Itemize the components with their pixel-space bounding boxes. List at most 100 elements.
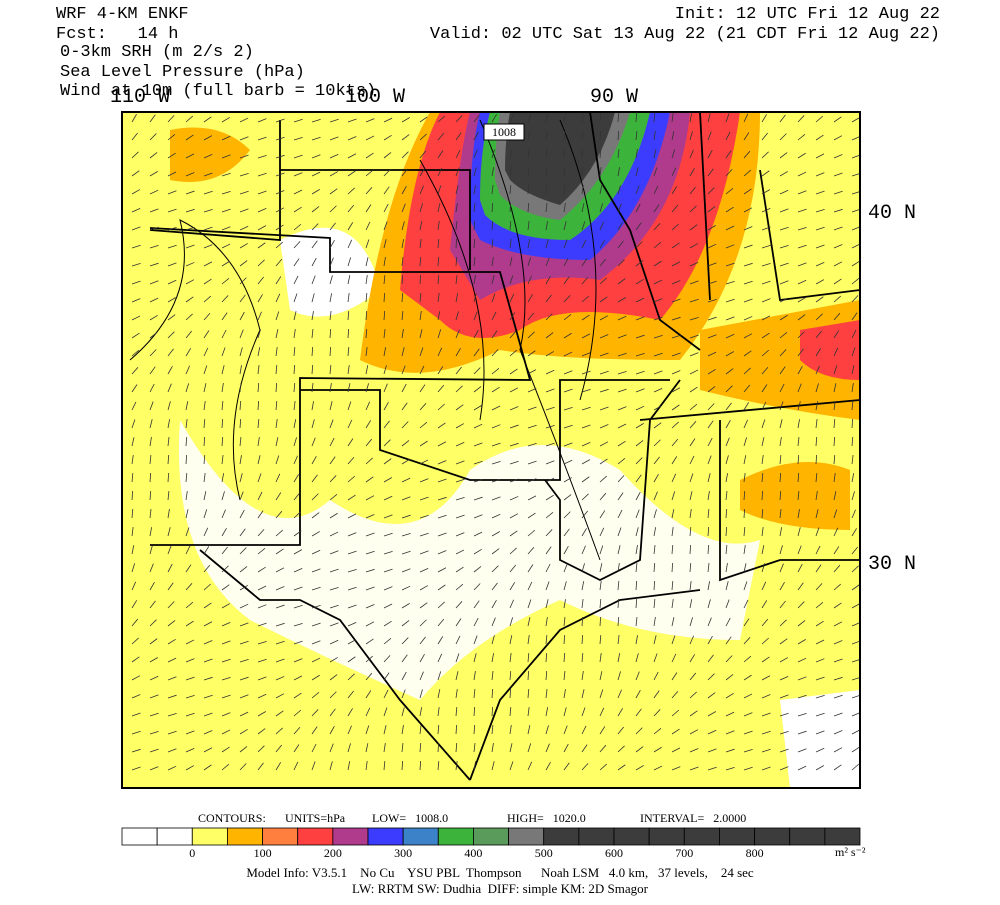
wind-barb (671, 527, 674, 537)
wind-barb (797, 563, 803, 573)
wind-barb (149, 419, 153, 429)
wind-barb (167, 545, 172, 555)
wind-barb (707, 206, 716, 213)
wind-barb (797, 657, 807, 663)
wind-barb (761, 600, 768, 609)
wind-barb (671, 456, 678, 465)
wind-barb (347, 708, 353, 717)
wind-barb (401, 329, 404, 339)
wind-barb (491, 149, 495, 159)
wind-barb (131, 581, 137, 591)
wind-barb (365, 310, 368, 321)
wind-barb (239, 311, 245, 321)
wind-barb (203, 747, 213, 753)
wind-barb (419, 478, 429, 483)
wind-barb (833, 621, 843, 627)
wind-barb (581, 406, 591, 411)
wind-barb (653, 279, 663, 285)
wind-barb (275, 276, 282, 285)
wind-barb (275, 172, 285, 177)
wind-barb (833, 712, 843, 717)
wind-barb (293, 311, 297, 321)
wind-barb (707, 131, 712, 141)
wind-barb (329, 328, 332, 339)
wind-barb (131, 384, 138, 393)
wind-barb (221, 712, 231, 717)
wind-barb (275, 727, 283, 735)
wind-barb (599, 763, 608, 771)
wind-barb (797, 730, 807, 735)
wind-barb (581, 689, 585, 699)
wind-barb (455, 423, 465, 429)
wind-barb (149, 581, 155, 591)
wind-barb (545, 275, 551, 285)
wind-barb (815, 658, 825, 663)
wind-barb (509, 368, 518, 375)
wind-barb (221, 473, 225, 483)
wind-barb (329, 691, 337, 699)
wind-barb (545, 113, 549, 123)
wind-barb (257, 259, 265, 267)
wind-barb (203, 383, 207, 393)
wind-barb (779, 280, 789, 285)
wind-barb (851, 491, 855, 501)
wind-barb (149, 244, 159, 249)
wind-barb (383, 620, 392, 627)
wind-barb (581, 314, 590, 321)
wind-barb (599, 581, 602, 591)
wind-barb (311, 761, 316, 771)
wind-barb (617, 563, 620, 573)
wind-barb (527, 670, 530, 681)
wind-barb (671, 167, 677, 177)
wind-barb (437, 742, 440, 753)
wind-barb (653, 728, 662, 735)
wind-barb (761, 114, 767, 123)
wind-barb (689, 710, 698, 717)
wind-barb (293, 364, 296, 375)
wind-barb (149, 171, 158, 177)
wind-barb (419, 514, 429, 519)
wind-barb (779, 332, 788, 339)
wind-barb (365, 495, 375, 501)
wind-barb (833, 401, 836, 411)
wind-barb (851, 546, 858, 555)
wind-barb (131, 315, 141, 321)
wind-barb (293, 136, 303, 141)
wind-barb (815, 383, 819, 393)
wind-barb (437, 132, 445, 141)
wind-barb (167, 383, 172, 393)
wind-barb (815, 172, 825, 177)
wind-barb (599, 167, 602, 177)
wind-barb (797, 383, 802, 393)
wind-barb (563, 725, 568, 735)
wind-barb (455, 496, 465, 501)
wind-barb (761, 366, 769, 375)
wind-barb (743, 712, 753, 717)
wind-barb (383, 550, 393, 555)
wind-barb (797, 527, 801, 537)
wind-barb (365, 514, 375, 519)
wind-barb (563, 203, 566, 213)
wind-barb (707, 673, 715, 681)
wind-barb (167, 171, 177, 177)
wind-barb (527, 617, 531, 627)
wind-barb (635, 474, 642, 483)
wind-barb (851, 260, 860, 267)
wind-barb (779, 314, 788, 321)
wind-barb (149, 437, 152, 447)
wind-barb (599, 130, 602, 141)
wind-barb (185, 401, 189, 411)
wind-barb (221, 295, 229, 303)
wind-barb (203, 347, 209, 357)
wind-barb (833, 172, 843, 177)
wind-barb (563, 351, 573, 357)
wind-barb (473, 689, 476, 699)
wind-barb (563, 370, 573, 375)
wind-barb (419, 619, 427, 627)
wind-barb (167, 262, 177, 267)
wind-barb (257, 566, 266, 573)
wind-barb (653, 491, 658, 501)
valid-time: Valid: 02 UTC Sat 13 Aug 22 (21 CDT Fri … (430, 25, 940, 44)
wind-barb (185, 527, 190, 537)
wind-barb (725, 599, 730, 609)
